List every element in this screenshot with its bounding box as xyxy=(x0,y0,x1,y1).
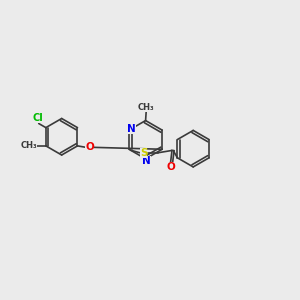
Text: S: S xyxy=(140,148,148,158)
Text: N: N xyxy=(142,156,151,166)
Text: Cl: Cl xyxy=(32,113,43,124)
Text: CH₃: CH₃ xyxy=(138,103,154,112)
Text: O: O xyxy=(166,162,175,172)
Text: N: N xyxy=(127,124,136,134)
Text: CH₃: CH₃ xyxy=(20,141,37,150)
Text: O: O xyxy=(85,142,94,152)
